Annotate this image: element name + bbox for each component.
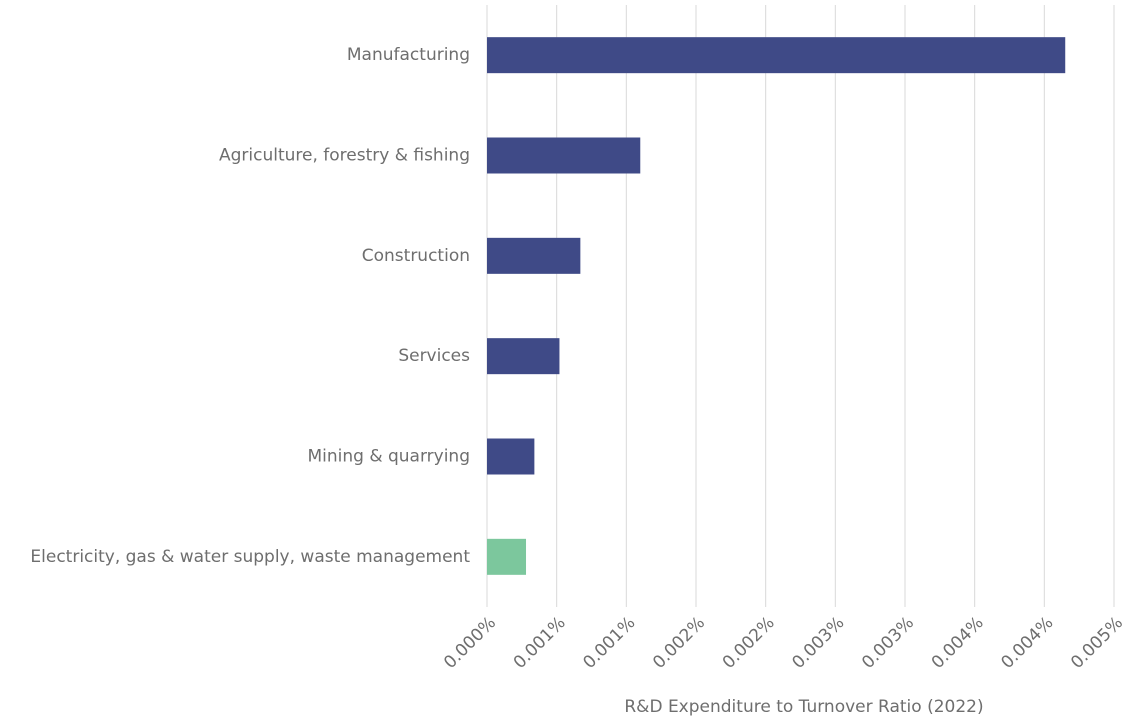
bar <box>487 237 581 274</box>
y-tick-label: Manufacturing <box>347 45 470 65</box>
bar <box>487 137 641 174</box>
x-tick-label: 0.005% <box>1067 613 1127 673</box>
x-tick-label: 0.002% <box>649 613 709 673</box>
x-tick-label: 0.003% <box>788 613 848 673</box>
y-tick-label: Electricity, gas & water supply, waste m… <box>30 547 470 567</box>
y-tick-label: Construction <box>362 246 470 266</box>
x-tick-label: 0.003% <box>858 613 918 673</box>
bar <box>487 438 535 475</box>
x-tick-label: 0.001% <box>510 613 570 673</box>
x-tick-label: 0.000% <box>440 613 500 673</box>
x-tick-label: 0.001% <box>579 613 639 673</box>
y-tick-label: Services <box>398 346 470 366</box>
bar <box>487 538 527 575</box>
x-tick-label: 0.002% <box>719 613 779 673</box>
x-tick-label: 0.004% <box>928 613 988 673</box>
x-axis-label: R&D Expenditure to Turnover Ratio (2022) <box>624 697 983 717</box>
x-tick-label: 0.004% <box>997 613 1057 673</box>
bar <box>487 338 560 375</box>
y-tick-label: Mining & quarrying <box>307 447 470 467</box>
bar <box>487 37 1066 74</box>
y-tick-label: Agriculture, forestry & fishing <box>219 146 470 166</box>
